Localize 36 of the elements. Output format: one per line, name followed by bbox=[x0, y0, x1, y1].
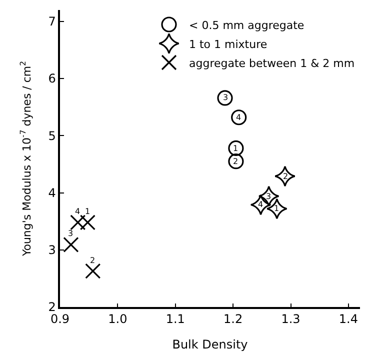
y-tick-label: 7 bbox=[48, 14, 56, 29]
x-tick-label: 1.2 bbox=[224, 312, 243, 326]
point bbox=[80, 214, 96, 230]
point bbox=[228, 140, 244, 156]
x-tick-label: 0.9 bbox=[50, 312, 70, 326]
point bbox=[274, 166, 296, 187]
x-tick-label: 1.0 bbox=[108, 312, 128, 326]
x-tick-label: 1.1 bbox=[166, 312, 185, 326]
annotation: 2 bbox=[233, 157, 238, 166]
y-tick-label: 3 bbox=[48, 243, 56, 258]
x-axis-title: Bulk Density bbox=[172, 338, 248, 352]
y-tick-label: 5 bbox=[48, 128, 56, 143]
annotation: 3 bbox=[68, 229, 74, 238]
y-tick-label: 4 bbox=[48, 186, 56, 200]
annotation: 4 bbox=[75, 207, 80, 216]
annotation: 2 bbox=[90, 256, 96, 265]
annotation: 1 bbox=[233, 144, 238, 153]
point bbox=[85, 263, 101, 279]
annotation: 2 bbox=[283, 172, 288, 181]
point bbox=[70, 214, 86, 230]
legend-label: < 0.5 mm aggregate bbox=[189, 18, 304, 32]
point bbox=[266, 198, 288, 220]
x-tick-label: 1.4 bbox=[338, 312, 358, 326]
annotation: 4 bbox=[258, 200, 264, 209]
legend-label: aggregate between 1 & 2 mm bbox=[189, 56, 355, 70]
y-tick-label: 2 bbox=[48, 300, 56, 314]
y-tick-label: 6 bbox=[48, 72, 56, 86]
annotation: 4 bbox=[236, 113, 242, 122]
legend-label: 1 to 1 mixture bbox=[189, 38, 268, 51]
annotation: 3 bbox=[223, 93, 228, 102]
annotation: 1 bbox=[85, 207, 90, 216]
point bbox=[63, 236, 79, 253]
point bbox=[228, 154, 244, 170]
x-tick-label: 1.3 bbox=[281, 312, 300, 326]
annotation: 1 bbox=[274, 204, 280, 213]
annotation: 3 bbox=[266, 192, 272, 201]
